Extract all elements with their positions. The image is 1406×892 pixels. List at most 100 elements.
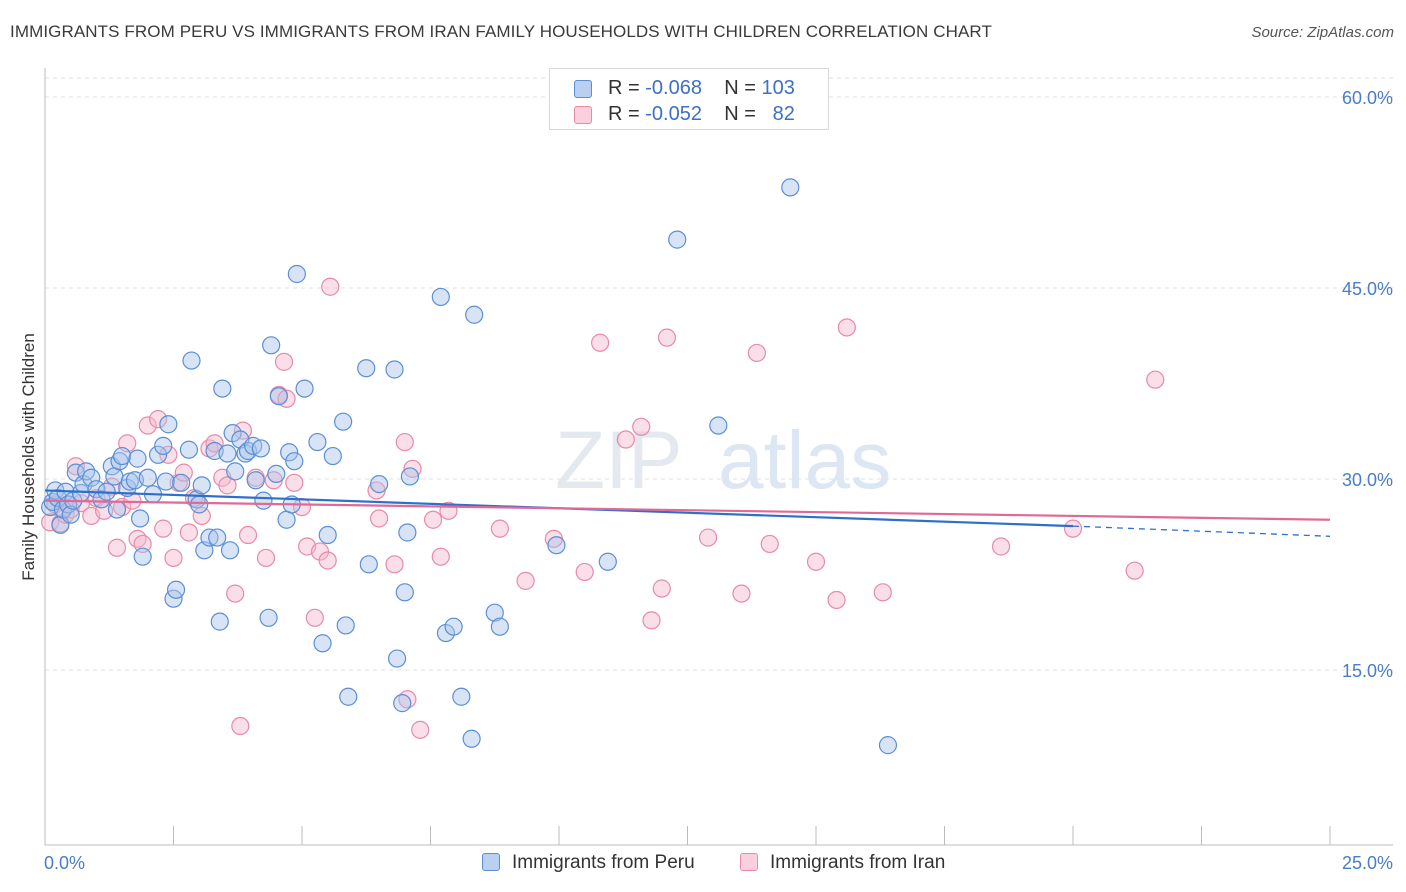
watermark-atlas: atlas — [718, 415, 891, 506]
legend-n-value-peru: 103 — [761, 77, 795, 99]
point-peru-77 — [357, 359, 376, 378]
point-peru-37 — [172, 473, 191, 492]
point-iran-49 — [370, 509, 389, 528]
point-iran-32 — [231, 716, 250, 736]
axes-layer — [44, 68, 1393, 846]
legend-swatch-peru — [574, 80, 592, 98]
point-iran-69 — [732, 584, 751, 603]
point-iran-20 — [159, 445, 178, 464]
bottom-swatch-iran — [740, 853, 758, 871]
point-peru-20 — [107, 500, 127, 519]
point-iran-59 — [516, 571, 535, 590]
iran-points-layer — [41, 277, 1165, 739]
source-label: Source: ZipAtlas.com — [1251, 24, 1394, 41]
point-iran-66 — [652, 579, 671, 598]
point-peru-38 — [179, 440, 199, 459]
legend-r-value-iran: -0.052 — [645, 103, 702, 125]
point-peru-46 — [208, 528, 227, 547]
point-iran-44 — [305, 608, 324, 627]
point-peru-73 — [323, 446, 342, 466]
point-iran-54 — [411, 720, 430, 739]
legend-n-label: N = — [724, 103, 762, 125]
legend-n-label: N = — [724, 77, 762, 99]
point-iran-75 — [873, 583, 892, 602]
point-peru-92 — [485, 603, 504, 622]
point-iran-72 — [806, 552, 826, 571]
y-tick-label-0: 15.0% — [1342, 661, 1393, 681]
point-iran-67 — [657, 328, 677, 347]
point-peru-97 — [709, 416, 728, 435]
y-tick-label-2: 45.0% — [1342, 279, 1393, 299]
point-iran-63 — [616, 430, 635, 449]
point-peru-75 — [336, 616, 355, 635]
point-iran-74 — [837, 318, 856, 337]
point-iran-62 — [591, 333, 610, 352]
y-tick-labels: 15.0% 30.0% 45.0% 60.0% — [1342, 88, 1393, 681]
y-tick-label-1: 30.0% — [1342, 470, 1393, 490]
x-tick-label-max: 25.0% — [1342, 853, 1393, 873]
point-iran-28 — [205, 434, 224, 453]
point-peru-70 — [308, 432, 327, 452]
point-peru-85 — [400, 467, 420, 486]
point-iran-47 — [321, 277, 340, 296]
point-iran-26 — [192, 506, 211, 526]
point-peru-83 — [395, 583, 414, 602]
point-peru-60 — [259, 608, 278, 627]
legend-r-value-peru: -0.068 — [645, 77, 702, 99]
point-peru-61 — [262, 336, 281, 355]
point-peru-47 — [210, 612, 229, 631]
point-peru-82 — [393, 694, 412, 713]
point-iran-79 — [1146, 370, 1165, 389]
y-axis-title: Family Households with Children — [19, 333, 38, 581]
point-peru-98 — [781, 178, 800, 197]
point-peru-34 — [159, 415, 178, 434]
point-peru-64 — [277, 510, 296, 529]
x-tick-label-min: 0.0% — [44, 853, 85, 873]
point-peru-50 — [220, 541, 240, 560]
point-iran-19 — [154, 519, 173, 538]
point-peru-21 — [110, 452, 129, 471]
point-peru-76 — [339, 687, 358, 706]
bottom-legend-label-peru: Immigrants from Peru — [512, 852, 695, 873]
point-peru-28 — [133, 547, 152, 566]
point-peru-89 — [452, 687, 471, 706]
y-tick-label-3: 60.0% — [1342, 88, 1393, 108]
point-peru-86 — [431, 287, 450, 307]
point-peru-78 — [359, 555, 378, 574]
point-peru-99 — [878, 736, 898, 755]
point-iran-58 — [490, 519, 509, 538]
grid-layer — [45, 77, 1393, 671]
point-iran-31 — [226, 584, 245, 603]
point-peru-80 — [385, 360, 404, 379]
point-peru-22 — [112, 446, 132, 466]
chart-title: IMMIGRANTS FROM PERU VS IMMIGRANTS FROM … — [10, 22, 992, 41]
point-iran-41 — [285, 473, 304, 492]
legend-swatch-iran — [574, 106, 592, 124]
point-peru-8 — [61, 505, 80, 524]
watermark-zip: ZIP — [555, 415, 683, 506]
point-peru-58 — [251, 439, 270, 458]
point-peru-96 — [668, 230, 687, 249]
legend-r-label: R = — [608, 103, 646, 125]
point-peru-32 — [154, 436, 173, 455]
point-peru-63 — [269, 387, 288, 406]
point-iran-36 — [256, 548, 276, 568]
bottom-legend-iran: Immigrants from Iran — [740, 852, 945, 874]
legend-n-value-iran: 82 — [772, 103, 795, 125]
point-iran-51 — [395, 432, 414, 452]
point-iran-39 — [274, 352, 294, 371]
point-iran-15 — [128, 529, 147, 548]
point-peru-29 — [138, 468, 157, 487]
point-iran-30 — [218, 476, 237, 495]
point-iran-70 — [747, 343, 766, 363]
legend-r-label: R = — [608, 77, 646, 99]
point-iran-50 — [385, 555, 404, 574]
point-peru-49 — [218, 444, 237, 463]
point-peru-57 — [246, 471, 265, 490]
point-iran-17 — [138, 416, 157, 435]
point-peru-39 — [182, 351, 201, 370]
point-peru-69 — [295, 379, 314, 398]
point-peru-67 — [285, 452, 304, 471]
point-iran-61 — [575, 562, 594, 582]
